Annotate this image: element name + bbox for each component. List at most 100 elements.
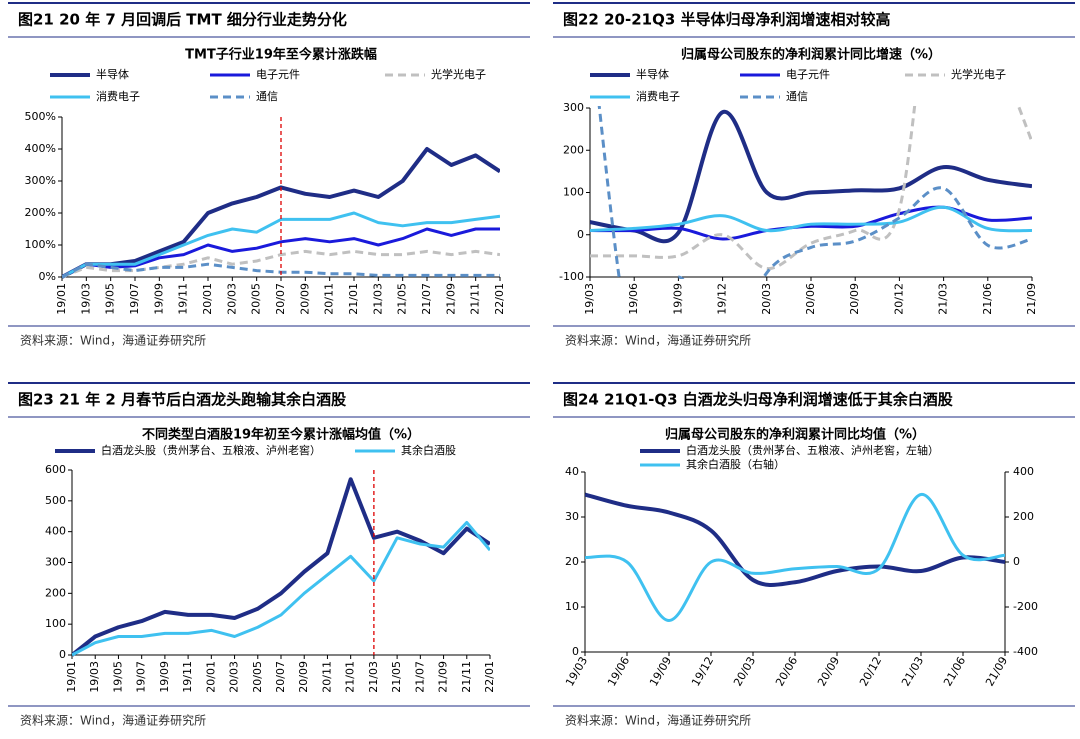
x-tick-label: 20/12 bbox=[892, 283, 905, 315]
x-tick-label: 20/03 bbox=[760, 283, 773, 315]
series-line bbox=[62, 249, 500, 279]
x-tick-label: 21/01 bbox=[347, 283, 360, 315]
legend-label: 通信 bbox=[256, 90, 278, 103]
x-tick-label: 20/01 bbox=[201, 283, 214, 315]
legend-label: 半导体 bbox=[636, 67, 669, 81]
x-tick-label: 20/09 bbox=[815, 655, 842, 689]
x-tick-label: 20/07 bbox=[274, 283, 287, 315]
series-line bbox=[62, 227, 500, 279]
x-tick-label: 22/01 bbox=[483, 661, 496, 693]
x-tick-label: 20/01 bbox=[204, 661, 217, 693]
x-tick-label: 19/09 bbox=[671, 283, 684, 315]
plot-area bbox=[585, 492, 1005, 622]
x-tick-label: 21/05 bbox=[390, 661, 403, 693]
x-tick-label: 20/03 bbox=[731, 655, 758, 689]
x-tick-label: 19/12 bbox=[689, 655, 716, 689]
series-line bbox=[72, 520, 490, 657]
x-tick-label: 19/07 bbox=[135, 661, 148, 693]
x-tick-label: 21/07 bbox=[413, 661, 426, 693]
x-tick-label: 19/03 bbox=[583, 283, 596, 315]
x-tick-label: 21/05 bbox=[396, 283, 409, 315]
series-line bbox=[585, 492, 1005, 587]
x-tick-label: 20/09 bbox=[848, 283, 861, 315]
y-tick-label: 200% bbox=[25, 206, 56, 219]
y-tick-label: 300% bbox=[25, 174, 56, 187]
x-tick-label: 20/06 bbox=[804, 283, 817, 315]
x-tick-label: 21/09 bbox=[437, 661, 450, 693]
x-tick-label: 20/05 bbox=[250, 283, 263, 315]
figure-caption: 图23 21 年 2 月春节后白酒龙头跑输其余白酒股 bbox=[18, 391, 347, 409]
x-tick-label: 19/09 bbox=[158, 661, 171, 693]
x-tick-label: 21/06 bbox=[981, 283, 994, 315]
y-tick-label: 200 bbox=[45, 586, 66, 599]
y-tick-label: 300 bbox=[563, 101, 584, 114]
y-tick-label: 100 bbox=[563, 186, 584, 199]
x-tick-label: 20/12 bbox=[857, 655, 884, 689]
series-line bbox=[590, 110, 1032, 244]
x-tick-label: 19/06 bbox=[627, 283, 640, 315]
series-line bbox=[590, 205, 1032, 233]
figure-caption: 图21 20 年 7 月回调后 TMT 细分行业走势分化 bbox=[18, 11, 347, 29]
y-tick-label: -100 bbox=[559, 270, 584, 283]
x-tick-label: 19/11 bbox=[177, 283, 190, 315]
x-tick-label: 21/06 bbox=[941, 655, 968, 689]
x-tick-label: 19/05 bbox=[111, 661, 124, 693]
legend-label: 光学光电子 bbox=[431, 67, 486, 81]
x-tick-label: 21/07 bbox=[420, 283, 433, 315]
y-tick-label: 400% bbox=[25, 142, 56, 155]
x-tick-label: 21/03 bbox=[367, 661, 380, 693]
legend-label: 其余白酒股（右轴） bbox=[686, 457, 785, 471]
y-tick-label: 500% bbox=[25, 110, 56, 123]
y-tick-label: 600 bbox=[45, 463, 66, 476]
y-tick-label: 30 bbox=[565, 510, 579, 523]
x-tick-label: 19/01 bbox=[55, 283, 68, 315]
legend-label: 光学光电子 bbox=[951, 67, 1006, 81]
y-tick-label: 0 bbox=[577, 228, 584, 241]
legend-label: 通信 bbox=[786, 90, 808, 103]
series-line bbox=[62, 211, 500, 279]
x-tick-label: 19/09 bbox=[647, 655, 674, 689]
x-tick-label: 21/03 bbox=[371, 283, 384, 315]
legend-label: 半导体 bbox=[96, 67, 129, 81]
chart-title: 不同类型白酒股19年初至今累计涨幅均值（%） bbox=[142, 427, 420, 443]
x-tick-label: 20/06 bbox=[773, 655, 800, 689]
figure-caption: 图24 21Q1-Q3 白酒龙头归母净利润增速低于其余白酒股 bbox=[563, 391, 954, 409]
legend-label: 电子元件 bbox=[256, 68, 300, 81]
y-tick-label: 400 bbox=[45, 525, 66, 538]
y2-tick-label: 0 bbox=[1013, 555, 1020, 568]
x-tick-label: 20/11 bbox=[320, 661, 333, 693]
x-tick-label: 20/09 bbox=[298, 283, 311, 315]
y-tick-label: 10 bbox=[565, 600, 579, 613]
legend-label: 消费电子 bbox=[96, 89, 140, 103]
y-tick-label: 20 bbox=[565, 555, 579, 568]
x-tick-label: 21/03 bbox=[899, 655, 926, 689]
x-tick-label: 19/01 bbox=[65, 661, 78, 693]
plot-area bbox=[590, 106, 1032, 279]
x-tick-label: 19/03 bbox=[79, 283, 92, 315]
source-note: 资料来源：Wind，海通证券研究所 bbox=[565, 713, 751, 728]
series-line bbox=[597, 106, 1032, 279]
source-note: 资料来源：Wind，海通证券研究所 bbox=[565, 333, 751, 348]
legend-label: 白酒龙头股（贵州茅台、五粮液、泸州老窖，左轴） bbox=[686, 443, 939, 457]
source-note: 资料来源：Wind，海通证券研究所 bbox=[20, 333, 206, 348]
x-tick-label: 21/11 bbox=[460, 661, 473, 693]
y2-tick-label: -400 bbox=[1013, 645, 1038, 658]
x-tick-label: 19/07 bbox=[128, 283, 141, 315]
chart-title: TMT子行业19年至今累计涨跌幅 bbox=[185, 47, 377, 63]
chart-title: 归属母公司股东的净利润累计同比均值（%） bbox=[665, 427, 925, 443]
x-tick-label: 19/06 bbox=[605, 655, 632, 689]
y2-tick-label: -200 bbox=[1013, 600, 1038, 613]
legend-label: 白酒龙头股（贵州茅台、五粮液、泸州老窖） bbox=[101, 443, 321, 457]
x-tick-label: 21/01 bbox=[344, 661, 357, 693]
x-tick-label: 20/03 bbox=[228, 661, 241, 693]
x-tick-label: 20/07 bbox=[274, 661, 287, 693]
x-tick-label: 19/09 bbox=[152, 283, 165, 315]
x-tick-label: 22/01 bbox=[493, 283, 506, 315]
x-tick-label: 20/03 bbox=[225, 283, 238, 315]
y-tick-label: 200 bbox=[563, 143, 584, 156]
chart-title: 归属母公司股东的净利润累计同比增速（%） bbox=[681, 47, 941, 63]
x-tick-label: 21/03 bbox=[937, 283, 950, 315]
x-tick-label: 21/11 bbox=[469, 283, 482, 315]
plot-area bbox=[72, 477, 490, 657]
